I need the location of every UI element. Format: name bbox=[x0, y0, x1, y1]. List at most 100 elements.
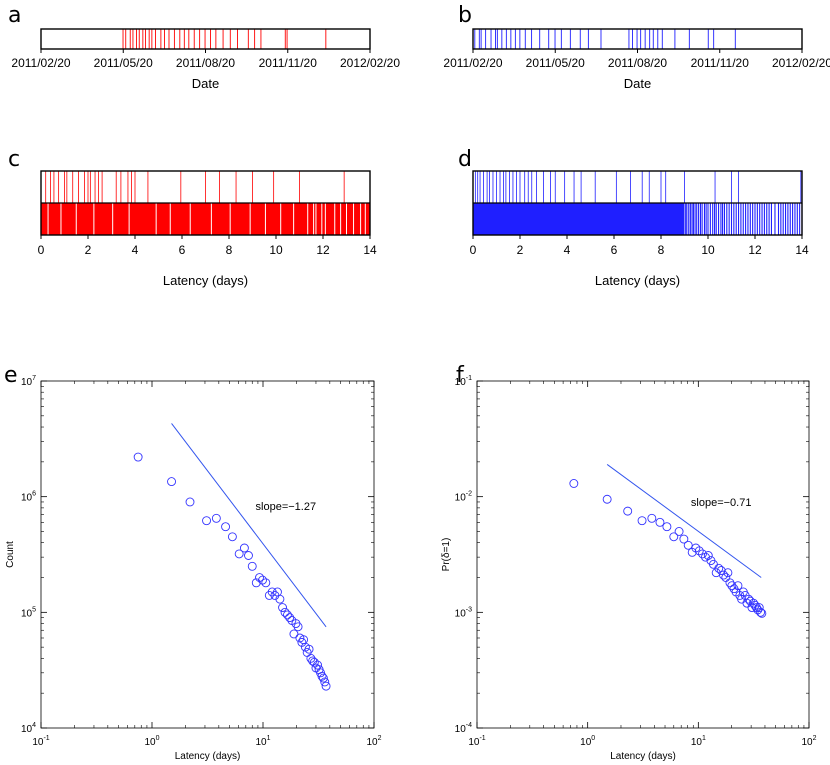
data-point bbox=[719, 570, 729, 580]
x-tick-label: 102 bbox=[801, 735, 816, 748]
event-band bbox=[473, 203, 685, 235]
event-band bbox=[41, 203, 370, 235]
data-point bbox=[280, 607, 290, 617]
y-axis-label: Count bbox=[5, 541, 16, 568]
x-tick-label: 2011/02/20 bbox=[443, 56, 502, 70]
x-tick-label: 8 bbox=[226, 243, 233, 257]
data-point bbox=[749, 598, 758, 608]
plot-frame bbox=[40, 380, 375, 729]
data-point bbox=[227, 532, 237, 542]
x-tick-label: 2011/02/20 bbox=[11, 56, 70, 70]
panel-c: c 0 2 4 6 8 10 12 14 Latency (days) bbox=[8, 147, 377, 288]
data-point bbox=[313, 660, 322, 670]
x-tick-label: 0 bbox=[470, 243, 477, 257]
x-tick-label: 10-1 bbox=[468, 735, 485, 748]
x-tick-label: 14 bbox=[363, 243, 377, 257]
y-tick-label: 10-3 bbox=[455, 606, 472, 619]
data-point bbox=[669, 532, 679, 542]
data-point bbox=[683, 540, 693, 550]
x-axis-label: Latency (days) bbox=[175, 751, 241, 762]
data-point bbox=[278, 603, 287, 612]
y-tick-label: 106 bbox=[21, 491, 36, 504]
x-tick-label: 102 bbox=[366, 735, 381, 748]
x-tick-label: 4 bbox=[132, 243, 139, 257]
x-tick-label: 101 bbox=[255, 735, 270, 748]
panel-label: e bbox=[4, 363, 18, 388]
data-point bbox=[167, 477, 176, 487]
panel-label: c bbox=[8, 147, 20, 172]
raster-frame bbox=[472, 28, 803, 50]
x-tick-label: 101 bbox=[691, 735, 706, 748]
x-tick-label: 2011/11/20 bbox=[691, 56, 750, 70]
x-axis-label: Latency (days) bbox=[163, 273, 248, 288]
x-tick-label: 14 bbox=[795, 243, 809, 257]
data-point bbox=[318, 673, 328, 683]
x-tick-label: 2011/05/20 bbox=[94, 56, 153, 70]
panel-a: a 2011/02/20 2011/05/20 2011/08/20 2011/11/2… bbox=[8, 3, 400, 91]
x-tick-label: 0 bbox=[38, 243, 45, 257]
x-axis-label: Latency (days) bbox=[610, 751, 676, 762]
data-point bbox=[727, 581, 737, 591]
data-point bbox=[733, 581, 743, 591]
y-tick-label: 10-1 bbox=[455, 375, 472, 388]
data-point bbox=[282, 610, 292, 620]
x-tick-label: 12 bbox=[316, 243, 330, 257]
x-tick-label: 100 bbox=[144, 735, 159, 748]
panel-d: d 0 2 4 6 8 10 12 14 Latency (days) bbox=[458, 147, 809, 288]
raster-frame bbox=[40, 28, 371, 50]
data-point bbox=[721, 573, 731, 582]
panel-label: b bbox=[458, 3, 472, 28]
data-point bbox=[647, 513, 657, 523]
x-tick-label: 2011/08/20 bbox=[176, 56, 235, 70]
data-point bbox=[285, 613, 295, 623]
data-point bbox=[602, 494, 612, 504]
data-point bbox=[275, 594, 285, 604]
x-tick-label: 4 bbox=[564, 243, 571, 257]
data-point bbox=[211, 513, 221, 523]
data-point bbox=[674, 527, 684, 536]
panel-f: f10-1 100 101 10210-410-310-210-1slope=−0.7… bbox=[441, 363, 817, 762]
data-point bbox=[698, 549, 707, 559]
panel-b: b 2011/02/20 2011/05/20 2011/08/20 2011/11/2… bbox=[443, 3, 830, 91]
fit-line bbox=[606, 464, 762, 578]
x-tick-label: 2011/11/20 bbox=[259, 56, 318, 70]
data-point bbox=[703, 551, 713, 560]
x-tick-label: 10 bbox=[701, 243, 715, 257]
slope-annotation: slope=−1.27 bbox=[256, 501, 317, 513]
data-point bbox=[757, 608, 767, 618]
data-point bbox=[714, 563, 724, 573]
x-axis-label: Date bbox=[624, 76, 651, 91]
x-tick-label: 100 bbox=[580, 735, 595, 748]
data-point bbox=[317, 671, 327, 681]
data-point bbox=[655, 517, 665, 527]
y-tick-label: 104 bbox=[21, 722, 36, 735]
fit-line bbox=[171, 423, 327, 628]
data-point bbox=[716, 566, 726, 575]
data-point bbox=[234, 549, 244, 559]
data-point bbox=[754, 603, 764, 612]
data-point bbox=[221, 522, 231, 532]
x-tick-label: 6 bbox=[179, 243, 186, 257]
x-tick-label: 2012/02/20 bbox=[772, 56, 830, 70]
data-point bbox=[289, 629, 299, 639]
data-point bbox=[750, 600, 760, 610]
y-axis-label: Pr(δ=1) bbox=[441, 538, 452, 572]
x-tick-label: 2012/02/20 bbox=[340, 56, 400, 70]
data-point bbox=[255, 573, 264, 582]
data-point bbox=[185, 497, 195, 507]
y-tick-label: 10-2 bbox=[455, 491, 472, 504]
data-point bbox=[258, 575, 267, 585]
data-point bbox=[247, 561, 257, 571]
plot-frame bbox=[476, 380, 810, 729]
data-point bbox=[304, 644, 314, 654]
x-axis-label: Latency (days) bbox=[595, 273, 680, 288]
x-tick-label: 2011/05/20 bbox=[526, 56, 585, 70]
data-point bbox=[321, 681, 331, 691]
data-point bbox=[569, 479, 579, 488]
x-tick-label: 12 bbox=[748, 243, 762, 257]
data-point bbox=[662, 522, 672, 532]
data-point bbox=[747, 603, 757, 612]
y-tick-label: 10-4 bbox=[455, 722, 472, 735]
x-tick-label: 8 bbox=[658, 243, 665, 257]
